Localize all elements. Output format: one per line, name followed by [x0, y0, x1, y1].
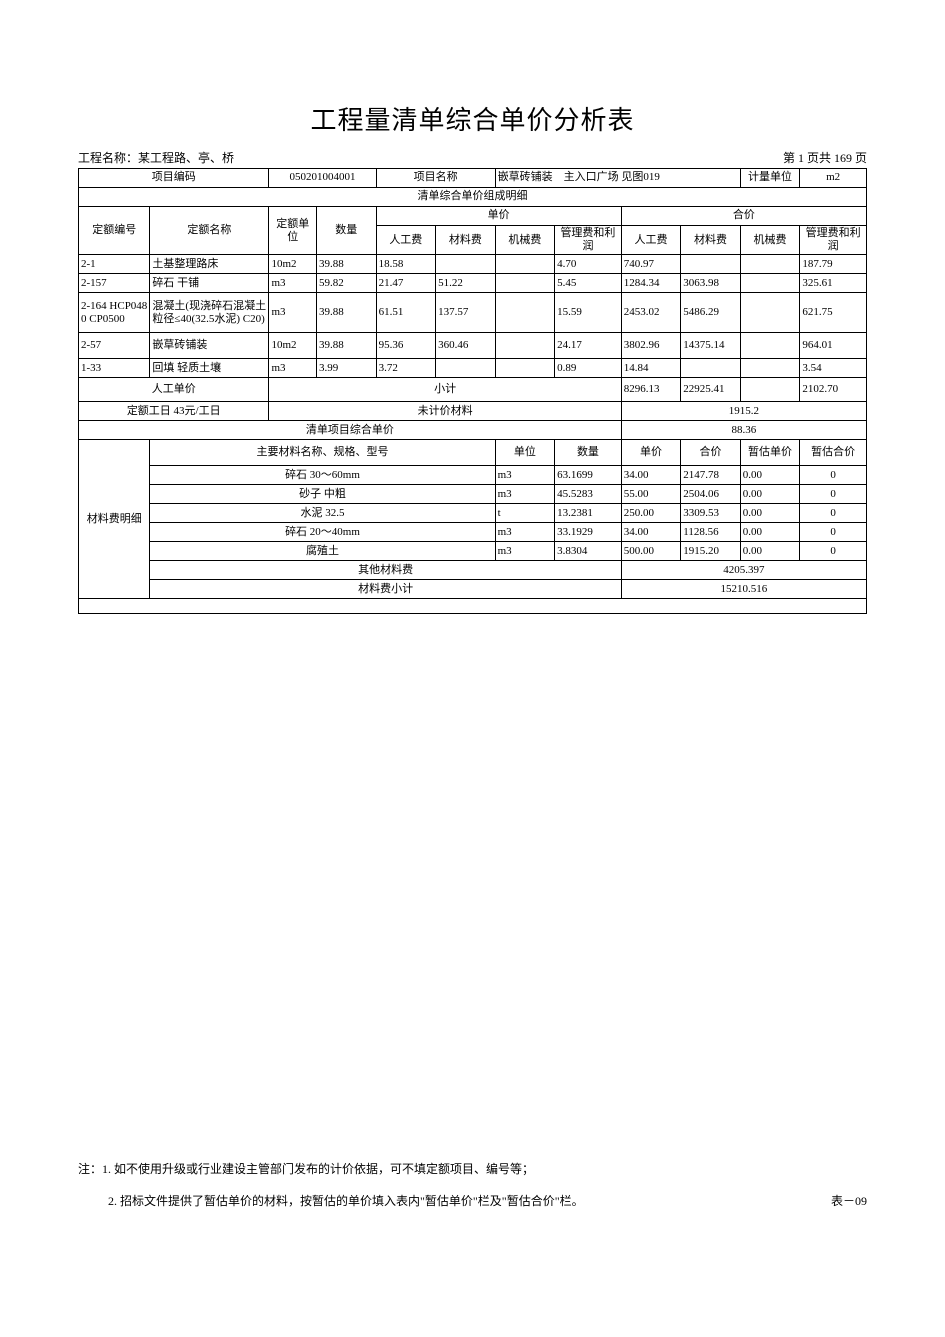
page-number: 第 1 页共 169 页: [783, 149, 867, 166]
note-2: 2. 招标文件提供了暂估单价的材料，按暂估的单价填入表内"暂估单价"栏及"暂估合…: [78, 1186, 584, 1217]
comp-price-label: 清单项目综合单价: [79, 421, 622, 440]
col-quota-unit: 定额单位: [269, 207, 317, 255]
subtotal-row: 人工单价 小计 8296.13 22925.41 2102.70: [79, 378, 867, 402]
table-row: 2-164 HCP0480 CP0500 混凝土(现浇碎石混凝土 粒径≤40(3…: [79, 293, 867, 333]
mat-et-header: 暂估合价: [800, 440, 867, 466]
code-value: 050201004001: [269, 169, 376, 188]
material-row: 碎石 30～60mm m3 63.1699 34.00 2147.78 0.00…: [79, 466, 867, 485]
subtotal-label: 小计: [269, 378, 621, 402]
unpriced-mat-label: 未计价材料: [269, 402, 621, 421]
mat-name-header: 主要材料名称、规格、型号: [150, 440, 495, 466]
unit-value: m2: [800, 169, 867, 188]
note-1: 注：1. 如不使用升级或行业建设主管部门发布的计价依据，可不填定额项目、编号等；: [78, 1154, 867, 1185]
quota-day-row: 定额工日 43元/工日 未计价材料 1915.2: [79, 402, 867, 421]
empty-row: [79, 599, 867, 614]
section-title: 清单综合单价组成明细: [79, 188, 867, 207]
col-u-material: 材料费: [436, 226, 496, 255]
material-row: 砂子 中粗 m3 45.5283 55.00 2504.06 0.00 0: [79, 485, 867, 504]
col-quota-name: 定额名称: [150, 207, 269, 255]
materials-side-label: 材料费明细: [79, 440, 150, 599]
document-title: 工程量清单综合单价分析表: [78, 100, 867, 137]
col-u-machine: 机械费: [495, 226, 555, 255]
other-mat-row: 其他材料费 4205.397: [79, 561, 867, 580]
labor-price-label: 人工单价: [79, 378, 269, 402]
col-t-material: 材料费: [681, 226, 741, 255]
mat-qty-header: 数量: [555, 440, 622, 466]
col-u-mgmt: 管理费和利润: [555, 226, 622, 255]
materials-header: 材料费明细 主要材料名称、规格、型号 单位 数量 单价 合价 暂估单价 暂估合价: [79, 440, 867, 466]
note-2-row: 2. 招标文件提供了暂估单价的材料，按暂估的单价填入表内"暂估单价"栏及"暂估合…: [78, 1186, 867, 1217]
name-label: 项目名称: [376, 169, 495, 188]
mat-subtotal-label: 材料费小计: [150, 580, 621, 599]
meta-row: 工程名称：某工程路、亭、桥 第 1 页共 169 页: [78, 149, 867, 166]
comp-price-row: 清单项目综合单价 88.36: [79, 421, 867, 440]
table-row: 2-157 碎石 干铺 m3 59.82 21.47 51.22 5.45 12…: [79, 274, 867, 293]
page: 工程量清单综合单价分析表 工程名称：某工程路、亭、桥 第 1 页共 169 页 …: [0, 0, 945, 1257]
unit-label: 计量单位: [740, 169, 800, 188]
mat-total-header: 合价: [681, 440, 741, 466]
name-value: 嵌草砖铺装 主入口广场 见图019: [495, 169, 740, 188]
table-row: 2-57 嵌草砖铺装 10m2 39.88 95.36 360.46 24.17…: [79, 333, 867, 359]
quota-day-label: 定额工日 43元/工日: [79, 402, 269, 421]
col-total-price: 合价: [621, 207, 866, 226]
footer-notes: 注：1. 如不使用升级或行业建设主管部门发布的计价依据，可不填定额项目、编号等；…: [78, 1154, 867, 1216]
mat-price-header: 单价: [621, 440, 681, 466]
mat-unit-header: 单位: [495, 440, 555, 466]
unpriced-mat-value: 1915.2: [621, 402, 866, 421]
header-row: 项目编码 050201004001 项目名称 嵌草砖铺装 主入口广场 见图019…: [79, 169, 867, 188]
mat-subtotal-value: 15210.516: [621, 580, 866, 599]
material-row: 腐殖土 m3 3.8304 500.00 1915.20 0.00 0: [79, 542, 867, 561]
main-table: 项目编码 050201004001 项目名称 嵌草砖铺装 主入口广场 见图019…: [78, 168, 867, 614]
col-t-machine: 机械费: [740, 226, 800, 255]
col-header-row-1: 定额编号 定额名称 定额单位 数量 单价 合价: [79, 207, 867, 226]
col-quota-no: 定额编号: [79, 207, 150, 255]
material-row: 碎石 20～40mm m3 33.1929 34.00 1128.56 0.00…: [79, 523, 867, 542]
material-row: 水泥 32.5 t 13.2381 250.00 3309.53 0.00 0: [79, 504, 867, 523]
table-number: 表－09: [831, 1186, 867, 1217]
col-qty: 数量: [317, 207, 377, 255]
mat-ep-header: 暂估单价: [740, 440, 800, 466]
comp-price-value: 88.36: [621, 421, 866, 440]
col-t-labor: 人工费: [621, 226, 681, 255]
col-t-mgmt: 管理费和利润: [800, 226, 867, 255]
mat-subtotal-row: 材料费小计 15210.516: [79, 580, 867, 599]
code-label: 项目编码: [79, 169, 269, 188]
project-name: 工程名称：某工程路、亭、桥: [78, 149, 234, 166]
other-mat-label: 其他材料费: [150, 561, 621, 580]
table-row: 1-33 回填 轻质土壤 m3 3.99 3.72 0.89 14.84 3.5…: [79, 359, 867, 378]
col-unit-price: 单价: [376, 207, 621, 226]
table-row: 2-1 土基整理路床 10m2 39.88 18.58 4.70 740.97 …: [79, 255, 867, 274]
other-mat-value: 4205.397: [621, 561, 866, 580]
col-u-labor: 人工费: [376, 226, 436, 255]
section-title-row: 清单综合单价组成明细: [79, 188, 867, 207]
